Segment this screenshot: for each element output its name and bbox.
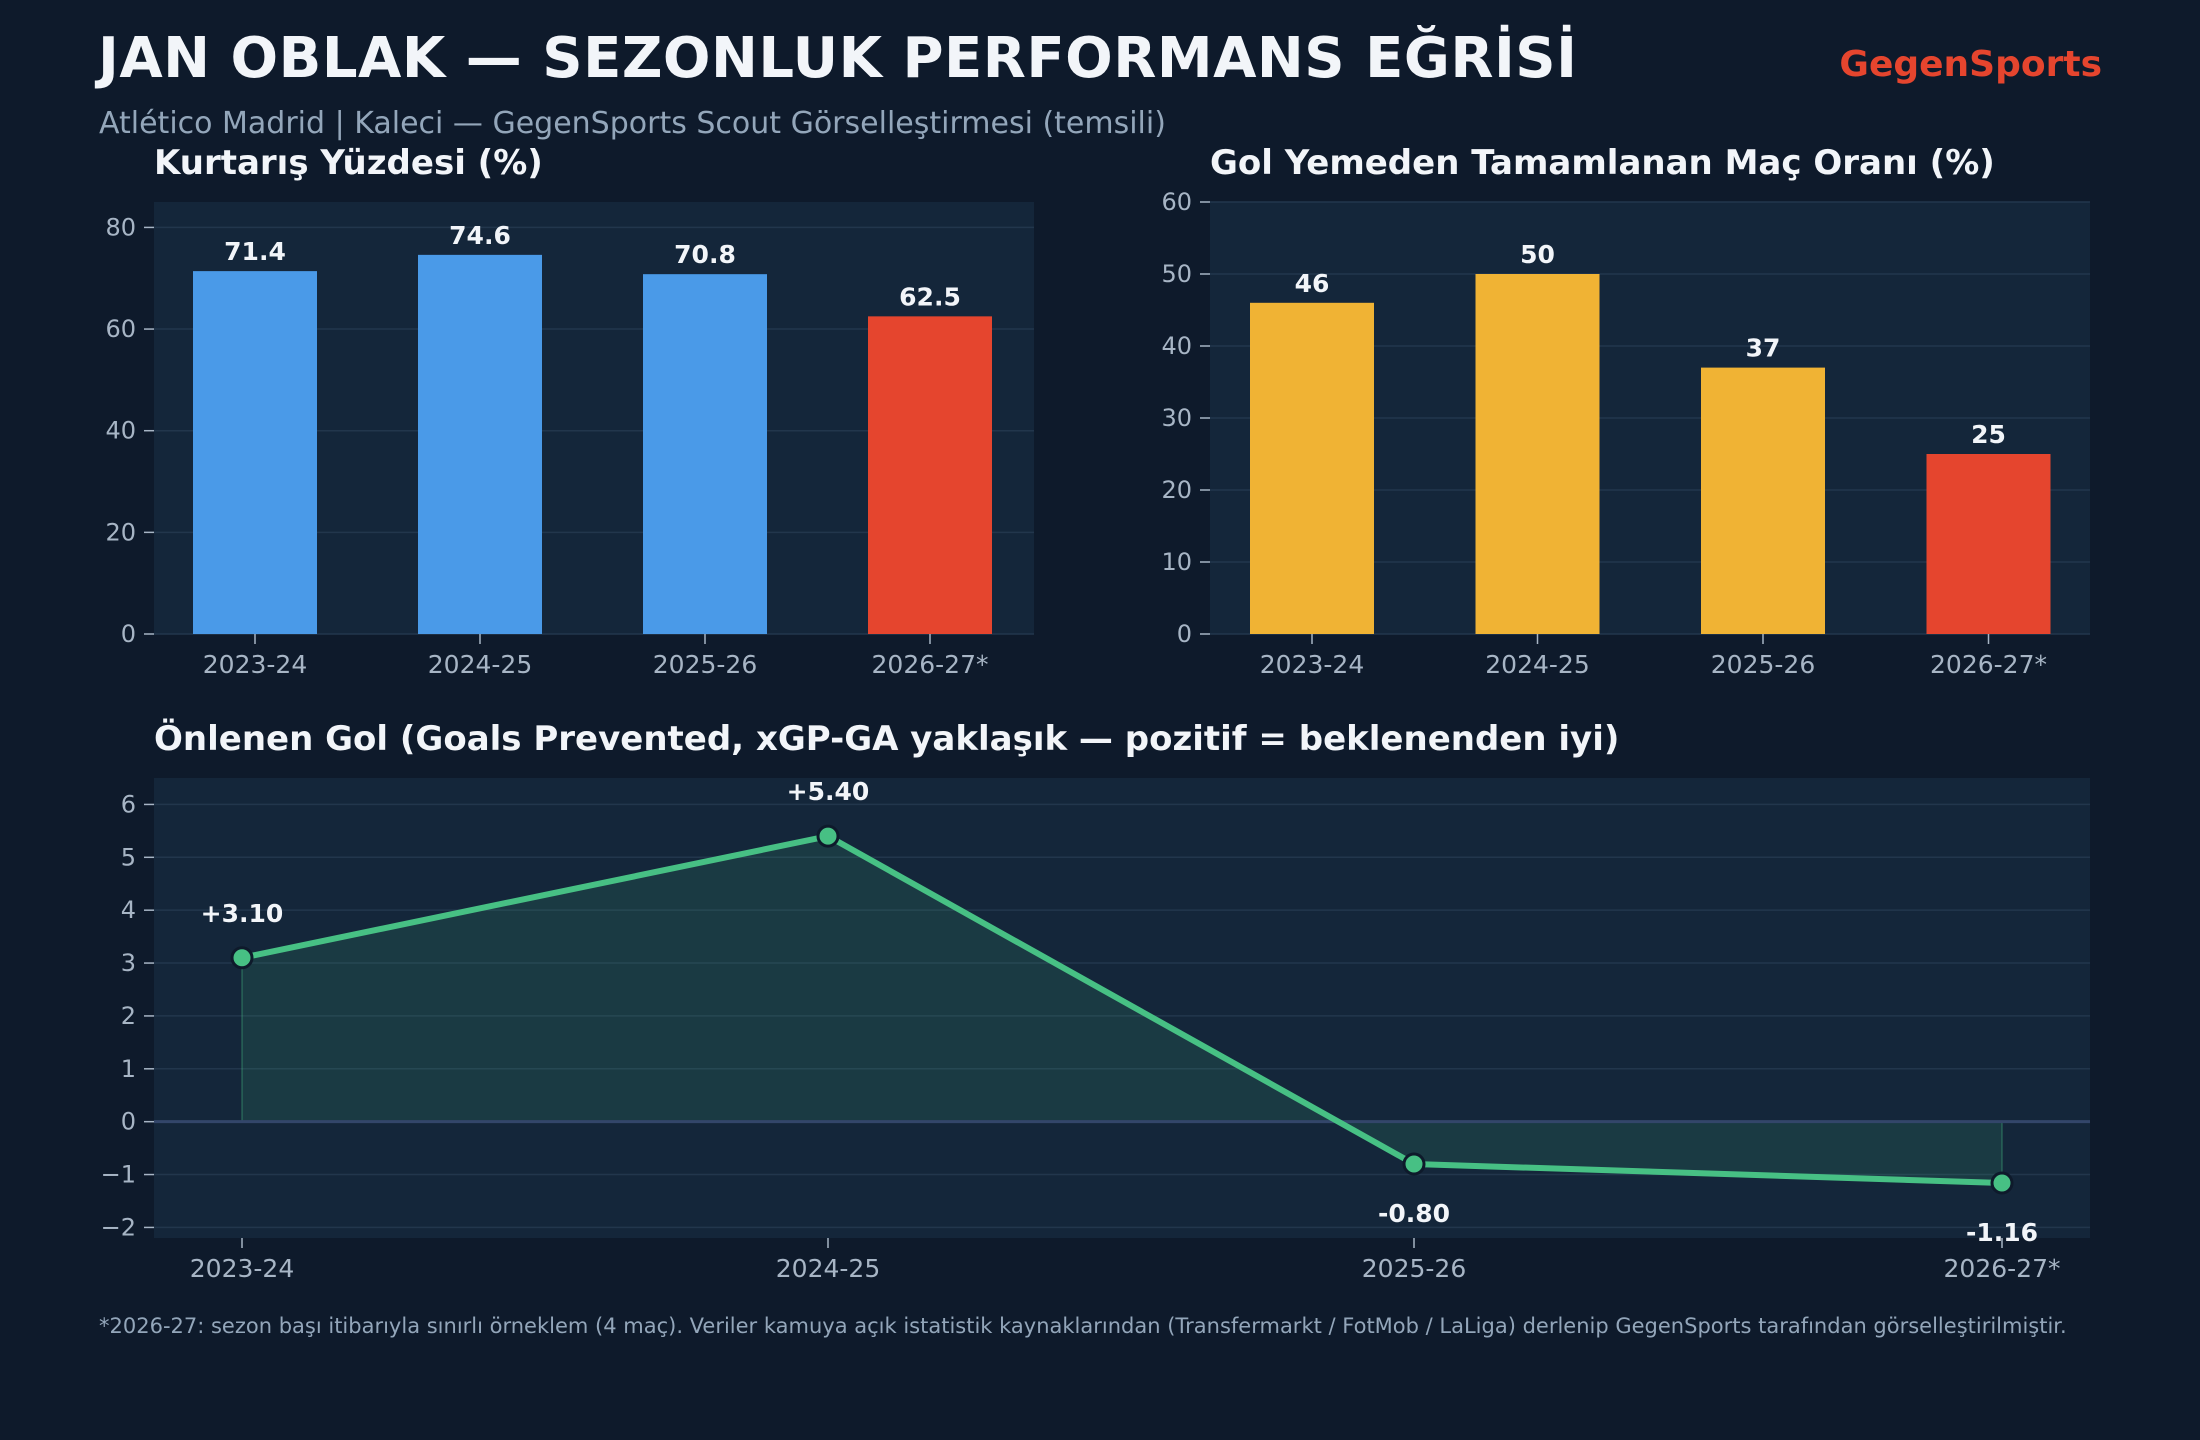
x-tick-label: 2023-24	[1260, 650, 1364, 679]
data-point-2026-27*	[1990, 1171, 2014, 1195]
y-tick-label: 80	[105, 213, 136, 241]
y-tick-label: 40	[105, 417, 136, 445]
x-tick-label: 2023-24	[190, 1254, 294, 1283]
bar-chart-2: Gol Yemeden Tamamlanan Maç Oranı (%) 0 10 2…	[1161, 143, 2090, 679]
x-tick-label: 2023-24	[203, 650, 307, 679]
y-tick-label: 0	[1177, 620, 1192, 648]
bar-2024-25	[1475, 274, 1600, 634]
data-label: 62.5	[899, 282, 961, 311]
bar-2026-27*	[868, 316, 992, 634]
chart-title-3: Önlenen Gol (Goals Prevented, xGP-GA yak…	[154, 718, 1619, 759]
bar-chart-1: Kurtarış Yüzdesi (%) 0 20 40 60 80 71.4 2023-24…	[105, 143, 1034, 679]
data-label: +5.40	[787, 777, 870, 806]
page-subtitle: Atlético Madrid | Kaleci — GegenSports S…	[99, 106, 1166, 141]
y-tick-label: 40	[1161, 332, 1192, 360]
data-label: 46	[1295, 269, 1330, 298]
y-tick-label: 10	[1161, 548, 1192, 576]
y-tick-label: 6	[121, 790, 136, 818]
y-tick-label: 5	[121, 843, 136, 871]
y-tick-label: 1	[121, 1055, 136, 1083]
y-tick-label: 4	[121, 896, 136, 924]
y-tick-label: 0	[121, 1108, 136, 1136]
data-label: 25	[1971, 420, 2006, 449]
bar-2024-25	[418, 254, 542, 634]
line-chart-3: Önlenen Gol (Goals Prevented, xGP-GA yak…	[101, 718, 2090, 1283]
y-tick-label: 20	[105, 518, 136, 546]
x-tick-label: 2024-25	[428, 650, 532, 679]
data-point-2025-26	[1402, 1152, 1426, 1176]
bar-2023-24	[1250, 302, 1374, 634]
page-title: JAN OBLAK — SEZONLUK PERFORMANS EĞRİSİ	[98, 26, 1578, 91]
data-label: 74.6	[449, 221, 511, 250]
x-tick-label: 2026-27*	[1930, 650, 2047, 679]
bar-2025-26	[1701, 367, 1825, 634]
y-tick-label: 50	[1161, 260, 1192, 288]
y-tick-label: 60	[105, 315, 136, 343]
y-tick-label: 60	[1161, 188, 1192, 216]
y-tick-label: 3	[121, 949, 136, 977]
data-label: 37	[1746, 334, 1781, 363]
x-tick-label: 2026-27*	[1944, 1254, 2061, 1283]
x-tick-label: 2024-25	[776, 1254, 880, 1283]
bar-2026-27*	[1926, 454, 2051, 634]
chart-title-2: Gol Yemeden Tamamlanan Maç Oranı (%)	[1210, 143, 1995, 183]
data-label: 70.8	[674, 240, 736, 269]
chart-title-1: Kurtarış Yüzdesi (%)	[154, 143, 543, 183]
y-tick-label: 0	[121, 620, 136, 648]
y-tick-label: 20	[1161, 476, 1192, 504]
series-line	[241, 833, 2003, 1187]
footnote: *2026-27: sezon başı itibarıyla sınırlı …	[99, 1314, 2067, 1338]
x-tick-label: 2025-26	[653, 650, 757, 679]
data-label: +3.10	[201, 899, 284, 928]
y-tick-label: −2	[101, 1213, 136, 1241]
x-tick-label: 2025-26	[1711, 650, 1815, 679]
y-tick-label: 2	[121, 1002, 136, 1030]
plot-area	[154, 778, 2090, 1238]
x-tick-label: 2024-25	[1485, 650, 1589, 679]
y-tick-label: 30	[1161, 404, 1192, 432]
bar-2023-24	[193, 271, 317, 634]
x-tick-label: 2026-27*	[872, 650, 989, 679]
bar-2025-26	[643, 274, 767, 634]
data-label: 71.4	[224, 237, 286, 266]
brand-logo: GegenSports	[1839, 44, 2102, 85]
data-label: -0.80	[1378, 1199, 1450, 1228]
data-label: 50	[1520, 240, 1555, 269]
data-point-2023-24	[230, 946, 254, 970]
x-tick-label: 2025-26	[1362, 1254, 1466, 1283]
data-point-2024-25	[816, 824, 840, 848]
y-tick-label: −1	[101, 1161, 136, 1189]
